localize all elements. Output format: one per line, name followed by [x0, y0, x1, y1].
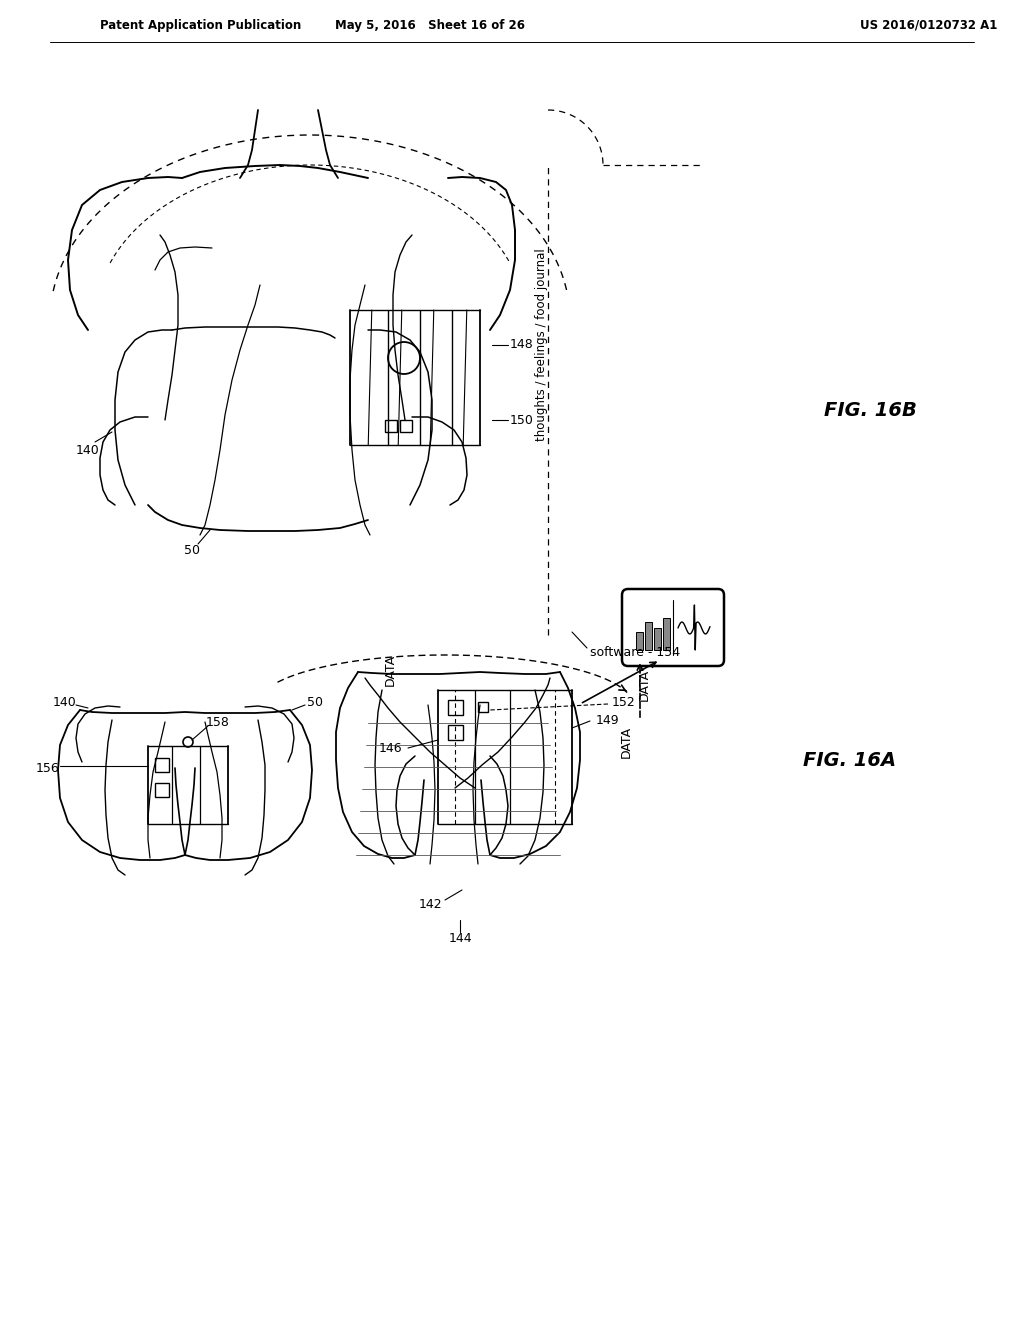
Bar [449, 725, 463, 741]
Text: 50: 50 [307, 696, 323, 709]
Bar [400, 420, 412, 432]
Text: DATA: DATA [638, 669, 651, 701]
Bar [663, 618, 670, 649]
Bar [155, 783, 169, 797]
Bar [449, 700, 463, 715]
Text: 152: 152 [612, 696, 636, 709]
Text: FIG. 16B: FIG. 16B [823, 400, 916, 420]
Text: 140: 140 [53, 696, 77, 709]
Bar [155, 758, 169, 772]
Bar [385, 420, 397, 432]
Text: 50: 50 [184, 544, 200, 557]
Text: DATA: DATA [384, 653, 396, 686]
Text: FIG. 16A: FIG. 16A [804, 751, 897, 770]
Text: 140: 140 [76, 444, 100, 457]
Text: May 5, 2016   Sheet 16 of 26: May 5, 2016 Sheet 16 of 26 [335, 18, 525, 32]
Text: 146: 146 [379, 742, 402, 755]
Text: 156: 156 [36, 762, 59, 775]
Text: software - 154: software - 154 [590, 645, 680, 659]
Text: 158: 158 [206, 715, 230, 729]
Text: 150: 150 [510, 413, 534, 426]
Bar [645, 622, 652, 649]
Text: 144: 144 [449, 932, 472, 945]
Text: 142: 142 [418, 898, 441, 911]
Text: Patent Application Publication: Patent Application Publication [100, 18, 301, 32]
Text: 148: 148 [510, 338, 534, 351]
Text: DATA: DATA [620, 726, 633, 758]
Text: thoughts / feelings / food journal: thoughts / feelings / food journal [536, 248, 549, 441]
Text: US 2016/0120732 A1: US 2016/0120732 A1 [860, 18, 997, 32]
Text: 149: 149 [596, 714, 620, 726]
Bar [478, 702, 488, 711]
Bar [636, 632, 643, 649]
Bar [654, 628, 662, 649]
FancyBboxPatch shape [622, 589, 724, 667]
